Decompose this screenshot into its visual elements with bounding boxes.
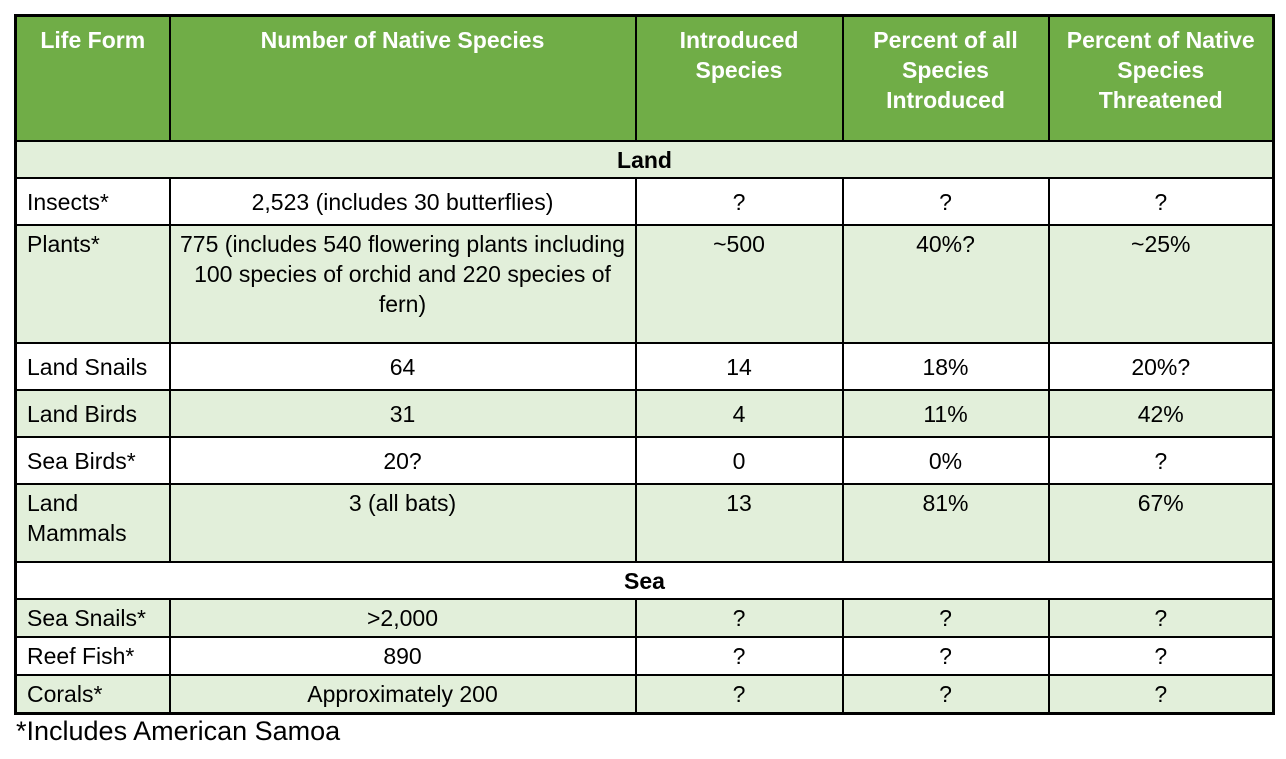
cell-pct-introduced: 11% bbox=[841, 389, 1050, 438]
section-row-sea: Sea bbox=[14, 561, 1275, 600]
cell-life-form: Land Birds bbox=[14, 389, 171, 438]
cell-life-form: Sea Snails* bbox=[14, 598, 171, 638]
cell-pct-threatened: ? bbox=[1047, 177, 1275, 226]
cell-life-form: Reef Fish* bbox=[14, 636, 171, 676]
species-table: Life Form Number of Native Species Intro… bbox=[14, 14, 1275, 715]
table-row-land-snails: Land Snails 64 14 18% 20%? bbox=[14, 342, 1275, 391]
cell-introduced: 13 bbox=[634, 483, 844, 563]
cell-introduced: ? bbox=[634, 177, 844, 226]
cell-native-species: 890 bbox=[168, 636, 637, 676]
cell-native-species: 31 bbox=[168, 389, 637, 438]
cell-native-species: 2,523 (includes 30 butterflies) bbox=[168, 177, 637, 226]
table-row-sea-birds: Sea Birds* 20? 0 0% ? bbox=[14, 436, 1275, 485]
cell-native-species: >2,000 bbox=[168, 598, 637, 638]
cell-native-species: 3 (all bats) bbox=[168, 483, 637, 563]
table-row-insects: Insects* 2,523 (includes 30 butterflies)… bbox=[14, 177, 1275, 226]
cell-pct-threatened: 42% bbox=[1047, 389, 1275, 438]
section-label-land: Land bbox=[14, 140, 1275, 179]
cell-introduced: 0 bbox=[634, 436, 844, 485]
col-header-native-species: Number of Native Species bbox=[168, 14, 637, 142]
cell-life-form: Plants* bbox=[14, 224, 171, 344]
table-row-plants: Plants* 775 (includes 540 flowering plan… bbox=[14, 224, 1275, 344]
cell-life-form: Insects* bbox=[14, 177, 171, 226]
cell-pct-threatened: ? bbox=[1047, 674, 1275, 715]
cell-pct-introduced: ? bbox=[841, 598, 1050, 638]
cell-pct-introduced: ? bbox=[841, 674, 1050, 715]
footnote: *Includes American Samoa bbox=[16, 716, 341, 746]
col-header-life-form: Life Form bbox=[14, 14, 171, 142]
cell-native-species: 20? bbox=[168, 436, 637, 485]
cell-pct-introduced: ? bbox=[841, 177, 1050, 226]
cell-introduced: 14 bbox=[634, 342, 844, 391]
table-row-sea-snails: Sea Snails* >2,000 ? ? ? bbox=[14, 598, 1275, 638]
table-row-land-birds: Land Birds 31 4 11% 42% bbox=[14, 389, 1275, 438]
cell-life-form: Sea Birds* bbox=[14, 436, 171, 485]
section-label-sea: Sea bbox=[14, 561, 1275, 600]
cell-introduced: ? bbox=[634, 674, 844, 715]
cell-pct-introduced: 40%? bbox=[841, 224, 1050, 344]
cell-pct-threatened: ? bbox=[1047, 598, 1275, 638]
table-row-land-mammals: Land Mammals 3 (all bats) 13 81% 67% bbox=[14, 483, 1275, 563]
col-header-pct-introduced: Percent of all Species Introduced bbox=[841, 14, 1050, 142]
cell-pct-introduced: 81% bbox=[841, 483, 1050, 563]
cell-life-form: Corals* bbox=[14, 674, 171, 715]
cell-pct-introduced: 18% bbox=[841, 342, 1050, 391]
cell-native-species: Approximately 200 bbox=[168, 674, 637, 715]
table-row-corals: Corals* Approximately 200 ? ? ? bbox=[14, 674, 1275, 715]
cell-introduced: ? bbox=[634, 636, 844, 676]
col-header-introduced: Introduced Species bbox=[634, 14, 844, 142]
cell-life-form: Land Snails bbox=[14, 342, 171, 391]
cell-native-species: 775 (includes 540 flowering plants inclu… bbox=[168, 224, 637, 344]
cell-introduced: ? bbox=[634, 598, 844, 638]
cell-life-form: Land Mammals bbox=[14, 483, 171, 563]
cell-pct-introduced: 0% bbox=[841, 436, 1050, 485]
col-header-pct-threatened: Percent of Native Species Threatened bbox=[1047, 14, 1275, 142]
table-row-reef-fish: Reef Fish* 890 ? ? ? bbox=[14, 636, 1275, 676]
section-row-land: Land bbox=[14, 140, 1275, 179]
cell-pct-threatened: 67% bbox=[1047, 483, 1275, 563]
cell-native-species: 64 bbox=[168, 342, 637, 391]
cell-introduced: ~500 bbox=[634, 224, 844, 344]
cell-pct-threatened: ? bbox=[1047, 436, 1275, 485]
cell-pct-threatened: ? bbox=[1047, 636, 1275, 676]
cell-pct-introduced: ? bbox=[841, 636, 1050, 676]
cell-introduced: 4 bbox=[634, 389, 844, 438]
cell-pct-threatened: 20%? bbox=[1047, 342, 1275, 391]
header-row: Life Form Number of Native Species Intro… bbox=[14, 14, 1275, 142]
cell-pct-threatened: ~25% bbox=[1047, 224, 1275, 344]
